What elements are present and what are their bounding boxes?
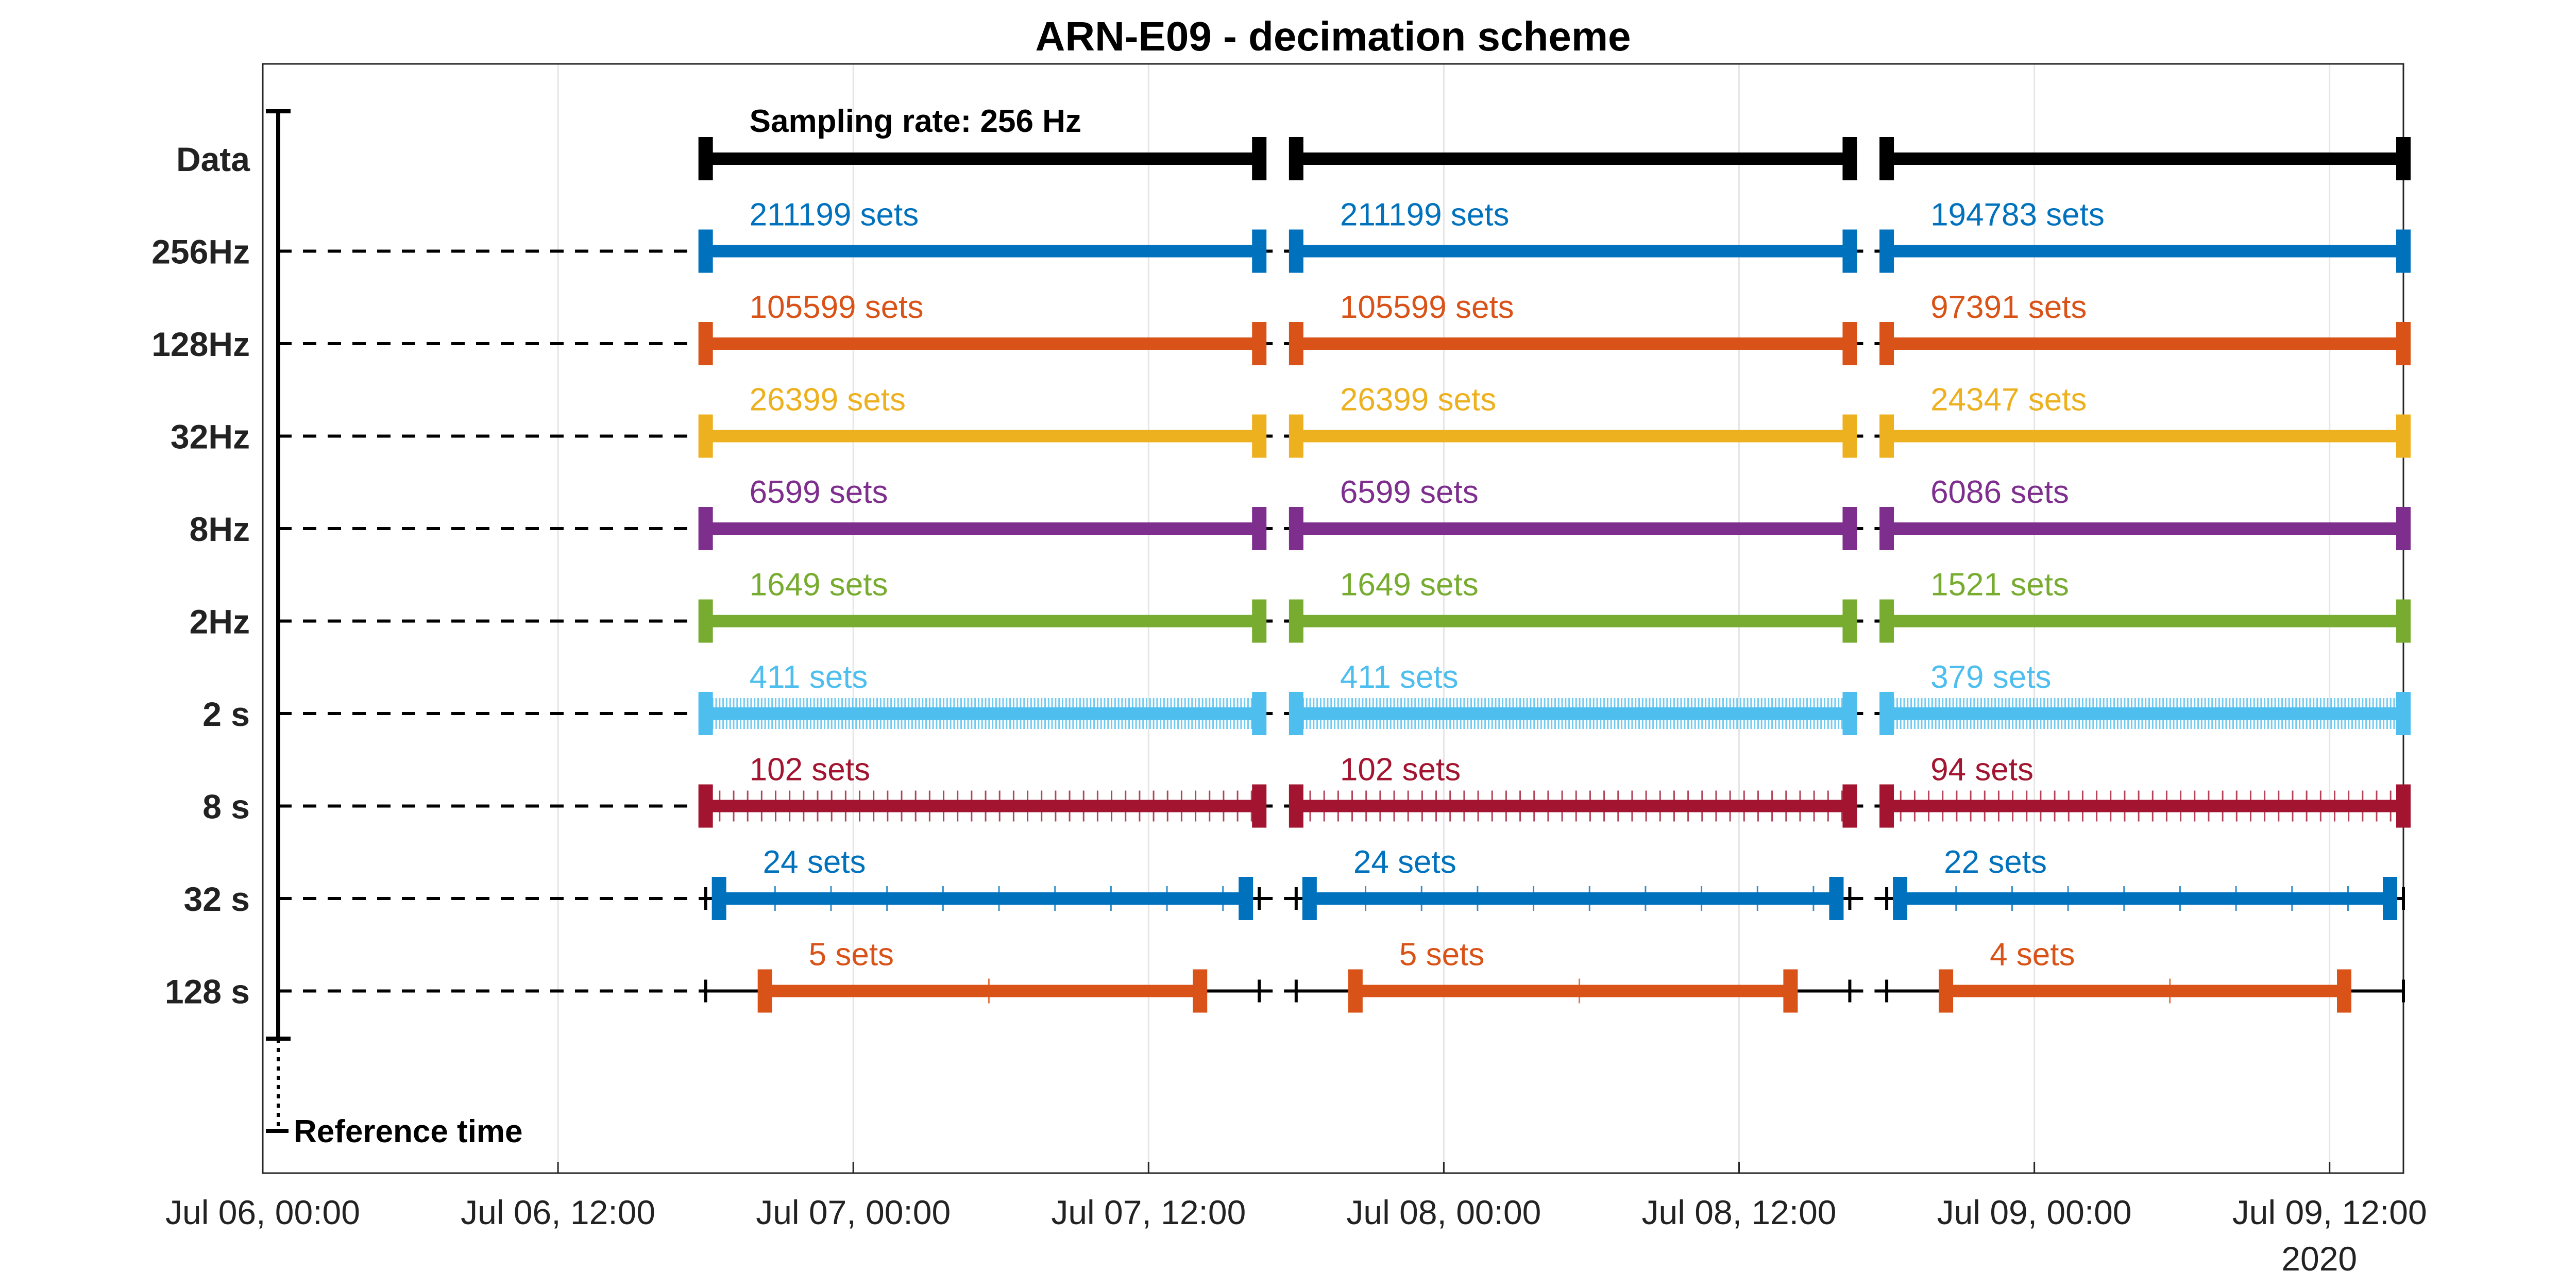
x-tick-label: Jul 07, 00:00	[756, 1193, 951, 1231]
x-tick-label: Jul 08, 00:00	[1346, 1193, 1541, 1231]
y-label-8hz: 8Hz	[190, 510, 250, 548]
sets-label: 22 sets	[1944, 844, 2047, 880]
sets-label: 411 sets	[750, 659, 868, 695]
chart-title: ARN-E09 - decimation scheme	[1036, 13, 1631, 59]
x-tick-label: Jul 07, 12:00	[1051, 1193, 1246, 1231]
sets-label: 105599 sets	[750, 290, 924, 325]
y-label-8-s: 8 s	[202, 788, 250, 826]
sets-label: 97391 sets	[1930, 290, 2087, 325]
sets-label: 6599 sets	[750, 474, 888, 510]
x-tick-marks	[262, 1162, 2331, 1173]
row-8hz: 6599 sets 6599 sets 6086 sets	[278, 474, 2411, 550]
x-tick-labels: Jul 06, 00:00 Jul 06, 12:00 Jul 07, 00:00 J…	[165, 1193, 2427, 1231]
sets-label: 1649 sets	[1340, 567, 1479, 603]
sets-label: 26399 sets	[1340, 382, 1496, 418]
sets-label: 1521 sets	[1930, 567, 2069, 603]
row-256hz: 211199 sets 211199 sets 194783 sets	[278, 197, 2411, 273]
sets-label: 94 sets	[1930, 752, 2033, 788]
x-tick-label: Jul 06, 00:00	[165, 1193, 360, 1231]
sets-label: 6599 sets	[1340, 474, 1479, 510]
sets-label: 24 sets	[763, 844, 866, 880]
row-data: Sampling rate: 256 Hz	[698, 104, 2411, 180]
sets-label: 4 sets	[1990, 937, 2075, 973]
x-tick-label: Jul 06, 12:00	[461, 1193, 655, 1231]
y-label-128-s: 128 s	[165, 973, 250, 1011]
reference-axis	[266, 109, 291, 1133]
y-label-32-s: 32 s	[184, 880, 250, 918]
sets-label: 1649 sets	[750, 567, 888, 603]
sets-label: 24347 sets	[1930, 382, 2087, 418]
row-128-s: 5 sets 5 sets 4 sets	[278, 937, 2405, 1013]
sets-label: 5 sets	[1399, 937, 1484, 973]
sets-label: 211199 sets	[1340, 197, 1510, 233]
x-tick-label: Jul 09, 12:00	[2232, 1193, 2427, 1231]
row-32hz: 26399 sets 26399 sets 24347 sets	[278, 382, 2411, 458]
sets-label: 102 sets	[750, 752, 870, 788]
sampling-rate-label: Sampling rate: 256 Hz	[750, 104, 1081, 139]
row-32-s: 24 sets 24 sets 22 sets	[278, 844, 2405, 920]
row-128hz: 105599 sets 105599 sets 97391 sets	[278, 290, 2411, 365]
y-label-2-s: 2 s	[202, 695, 250, 733]
sets-label: 411 sets	[1340, 659, 1459, 695]
sets-label: 102 sets	[1340, 752, 1461, 788]
sets-label: 211199 sets	[750, 197, 919, 233]
sets-label: 5 sets	[809, 937, 894, 973]
sets-label: 379 sets	[1930, 659, 2051, 695]
sets-label: 24 sets	[1353, 844, 1456, 880]
y-label-32hz: 32Hz	[171, 418, 250, 456]
sets-label: 6086 sets	[1930, 474, 2069, 510]
y-label-256hz: 256Hz	[151, 233, 250, 271]
y-label-2hz: 2Hz	[190, 603, 250, 641]
y-label-128hz: 128Hz	[151, 325, 250, 363]
reference-time-label: Reference time	[294, 1114, 523, 1149]
x-tick-label: Jul 08, 12:00	[1642, 1193, 1837, 1231]
sets-label: 194783 sets	[1930, 197, 2105, 233]
sets-label: 105599 sets	[1340, 290, 1514, 325]
row-2hz: 1649 sets 1649 sets 1521 sets	[278, 567, 2411, 643]
sets-label: 26399 sets	[750, 382, 906, 418]
x-tick-label: Jul 09, 00:00	[1937, 1193, 2132, 1231]
y-tick-labels: Data 256Hz 128Hz 32Hz 8Hz 2Hz 2 s 8 s 32 s 128 s	[151, 140, 250, 1011]
row-2-s: 411 sets 411 sets 379 sets	[278, 659, 2411, 735]
row-8-s: 102 sets 102 sets 94 sets	[278, 752, 2411, 828]
y-label-data: Data	[176, 140, 250, 178]
x-axis-year-label: 2020	[2281, 1240, 2357, 1278]
